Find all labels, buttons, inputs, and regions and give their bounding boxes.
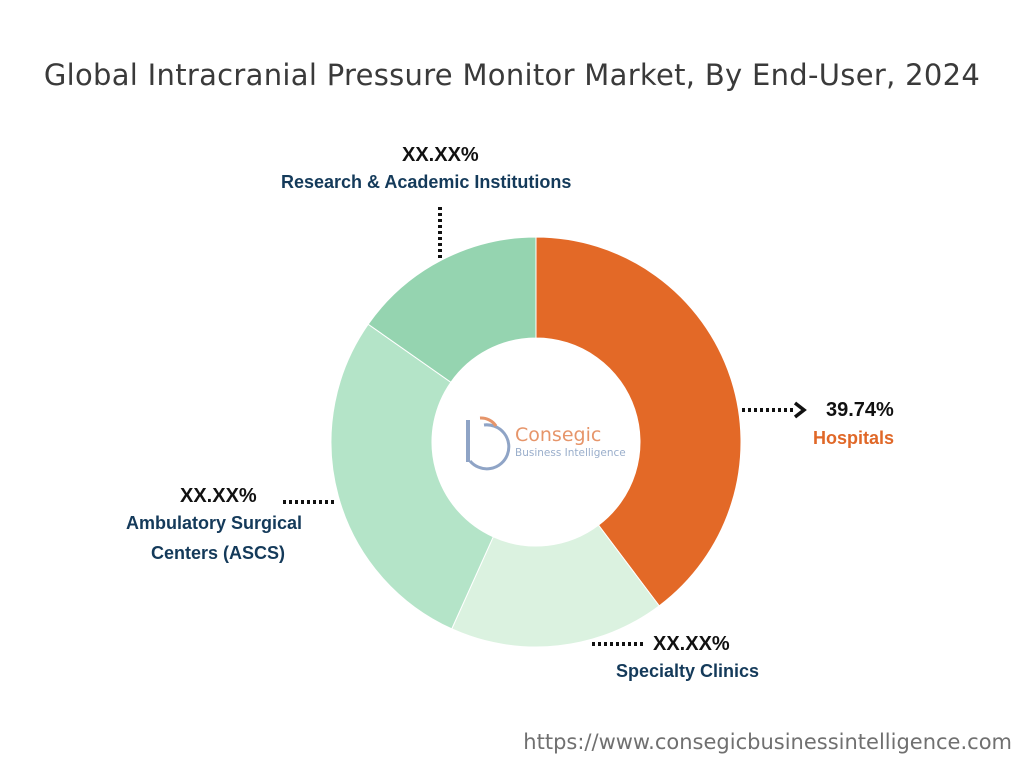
donut-slices: [330, 236, 742, 648]
label-research-name: Research & Academic Institutions: [281, 172, 572, 192]
donut-slice-specialty-clinics: [451, 524, 660, 648]
leader-arrow-hospitals: [793, 401, 807, 419]
donut-slice-research-academic-institutions: [367, 236, 537, 383]
label-research-value: XX.XX%: [402, 144, 479, 166]
label-ascs-name-line2: Centers (ASCS): [151, 543, 286, 563]
consegic-logo-icon: [466, 416, 511, 471]
label-hospitals-name: Hospitals: [813, 428, 895, 448]
logo-name: Consegic: [515, 424, 602, 446]
label-ascs-value: XX.XX%: [180, 485, 257, 507]
chart-title: Global Intracranial Pressure Monitor Mar…: [43, 58, 981, 92]
logo-tagline: Business Intelligence: [515, 447, 626, 459]
donut-slice-hospitals: [535, 236, 742, 607]
label-ascs-name-line1: Ambulatory Surgical: [126, 513, 303, 533]
footer-url: https://www.consegicbusinessintelligence…: [523, 730, 1012, 754]
consegic-logo: Consegic Business Intelligence: [515, 424, 626, 459]
label-specialty-name: Specialty Clinics: [616, 661, 760, 681]
label-hospitals-value: 39.74%: [826, 399, 894, 421]
label-specialty-value: XX.XX%: [653, 633, 730, 655]
donut-slice-ambulatory-surgical-centers-ascs: [330, 323, 494, 630]
